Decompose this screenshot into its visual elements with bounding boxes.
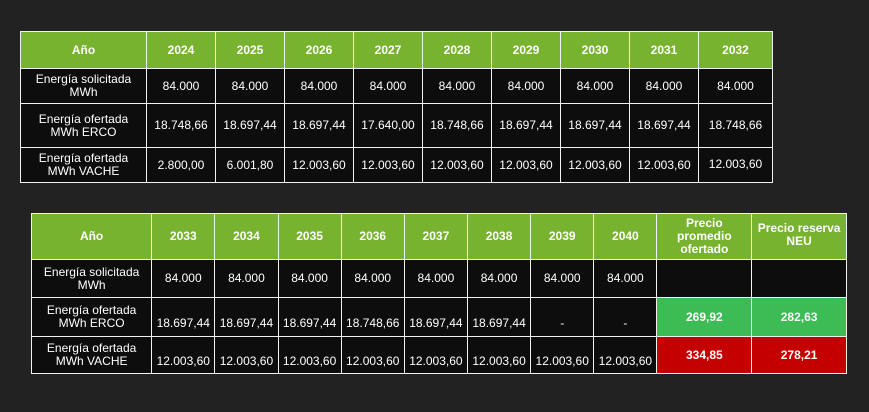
table-row: Energía ofertada MWh VACHE 12.003,60 12.0… (30, 336, 847, 374)
value-cell: 12.003,60 (353, 147, 423, 183)
year-cell: 2038 (466, 213, 532, 260)
year-cell: 2028 (422, 31, 492, 69)
year-cell: 2024 (146, 31, 216, 69)
year-cell: 2037 (403, 213, 468, 260)
energy-table-2033-2040: Año 2033 2034 2035 2036 2037 2038 2039 2… (30, 213, 847, 374)
year-cell: 2039 (530, 213, 595, 260)
value-cell: 12.003,60 (403, 336, 468, 374)
value-cell: 12.003,60 (698, 147, 773, 183)
year-cell: 2035 (277, 213, 342, 260)
value-cell: 12.003,60 (340, 336, 405, 374)
value-cell: 84.000 (403, 259, 468, 298)
value-cell: 84.000 (284, 68, 354, 104)
table-row: Energía solicitada MWh 84.000 84.000 84.0… (30, 259, 847, 298)
year-cell: 2034 (214, 213, 279, 260)
row-label: Energía ofertada MWh ERCO (30, 297, 153, 337)
precio-promedio-cell: 334,85 (656, 336, 753, 374)
year-header: Año (20, 31, 147, 69)
row-label: Energía ofertada MWh VACHE (30, 336, 153, 374)
value-cell: 84.000 (146, 68, 216, 104)
value-cell: 84.000 (215, 68, 285, 104)
value-cell: 12.003,60 (629, 147, 699, 183)
precio-promedio-cell: 269,92 (656, 297, 753, 337)
value-cell: 84.000 (422, 68, 492, 104)
value-cell: 84.000 (466, 259, 532, 298)
value-cell: 18.748,66 (422, 103, 492, 148)
value-cell: 12.003,60 (530, 336, 595, 374)
year-cell: 2027 (353, 31, 423, 69)
value-cell: 2.800,00 (146, 147, 216, 183)
value-cell: 18.697,44 (560, 103, 630, 148)
value-cell: 18.697,44 (284, 103, 354, 148)
value-cell: 18.697,44 (215, 103, 285, 148)
value-cell: 84.000 (491, 68, 561, 104)
row-label: Energía solicitada MWh (20, 68, 147, 104)
value-cell: 84.000 (530, 259, 595, 298)
value-cell: 18.697,44 (629, 103, 699, 148)
energy-table-2024-2032: Año 2024 2025 2026 2027 2028 2029 2030 2… (20, 31, 773, 183)
value-cell: 18.697,44 (214, 297, 279, 337)
value-cell: 18.697,44 (403, 297, 468, 337)
precio-promedio-cell (656, 259, 753, 298)
year-cell: 2029 (491, 31, 561, 69)
year-cell: 2033 (151, 213, 216, 260)
year-cell: 2030 (560, 31, 630, 69)
table-row: Energía ofertada MWh ERCO 18.748,66 18.69… (20, 103, 773, 148)
year-cell: 2040 (593, 213, 658, 260)
value-cell: 18.697,44 (491, 103, 561, 148)
precio-reserva-cell: 278,21 (751, 336, 847, 374)
year-cell: 2031 (629, 31, 699, 69)
value-cell: 12.003,60 (214, 336, 279, 374)
table-row: Energía solicitada MWh 84.000 84.000 84.0… (20, 68, 773, 104)
value-cell: 12.003,60 (284, 147, 354, 183)
value-cell: 84.000 (214, 259, 279, 298)
value-cell: 84.000 (629, 68, 699, 104)
value-cell: 12.003,60 (422, 147, 492, 183)
value-cell: 84.000 (340, 259, 405, 298)
value-cell: - (593, 297, 658, 337)
table-row: Energía ofertada MWh ERCO 18.697,44 18.69… (30, 297, 847, 337)
value-cell: 12.003,60 (151, 336, 216, 374)
value-cell: 84.000 (593, 259, 658, 298)
value-cell: 84.000 (698, 68, 773, 104)
value-cell: 84.000 (560, 68, 630, 104)
value-cell: 6.001,80 (215, 147, 285, 183)
value-cell: 12.003,60 (466, 336, 532, 374)
row-label: Energía ofertada MWh ERCO (20, 103, 147, 148)
value-cell: 84.000 (277, 259, 342, 298)
precio-reserva-header: Precio reserva NEU (751, 213, 847, 260)
precio-reserva-cell: 282,63 (751, 297, 847, 337)
value-cell: 12.003,60 (593, 336, 658, 374)
table-row: Energía ofertada MWh VACHE 2.800,00 6.001… (20, 147, 773, 183)
year-header: Año (30, 213, 153, 260)
header-row: Año 2033 2034 2035 2036 2037 2038 2039 2… (30, 213, 847, 260)
value-cell: 18.697,44 (151, 297, 216, 337)
year-cell: 2026 (284, 31, 354, 69)
precio-reserva-cell (751, 259, 847, 298)
row-label: Energía solicitada MWh (30, 259, 153, 298)
header-row: Año 2024 2025 2026 2027 2028 2029 2030 2… (20, 31, 773, 69)
year-cell: 2036 (340, 213, 405, 260)
value-cell: 84.000 (353, 68, 423, 104)
value-cell: 12.003,60 (491, 147, 561, 183)
value-cell: - (530, 297, 595, 337)
row-label: Energía ofertada MWh VACHE (20, 147, 147, 183)
value-cell: 18.748,66 (698, 103, 773, 148)
value-cell: 17.640,00 (353, 103, 423, 148)
year-cell: 2025 (215, 31, 285, 69)
value-cell: 18.748,66 (340, 297, 405, 337)
value-cell: 18.748,66 (146, 103, 216, 148)
value-cell: 84.000 (151, 259, 216, 298)
value-cell: 18.697,44 (466, 297, 532, 337)
year-cell: 2032 (698, 31, 773, 69)
precio-promedio-header: Precio promedio ofertado (656, 213, 753, 260)
value-cell: 18.697,44 (277, 297, 342, 337)
value-cell: 12.003,60 (277, 336, 342, 374)
value-cell: 12.003,60 (560, 147, 630, 183)
